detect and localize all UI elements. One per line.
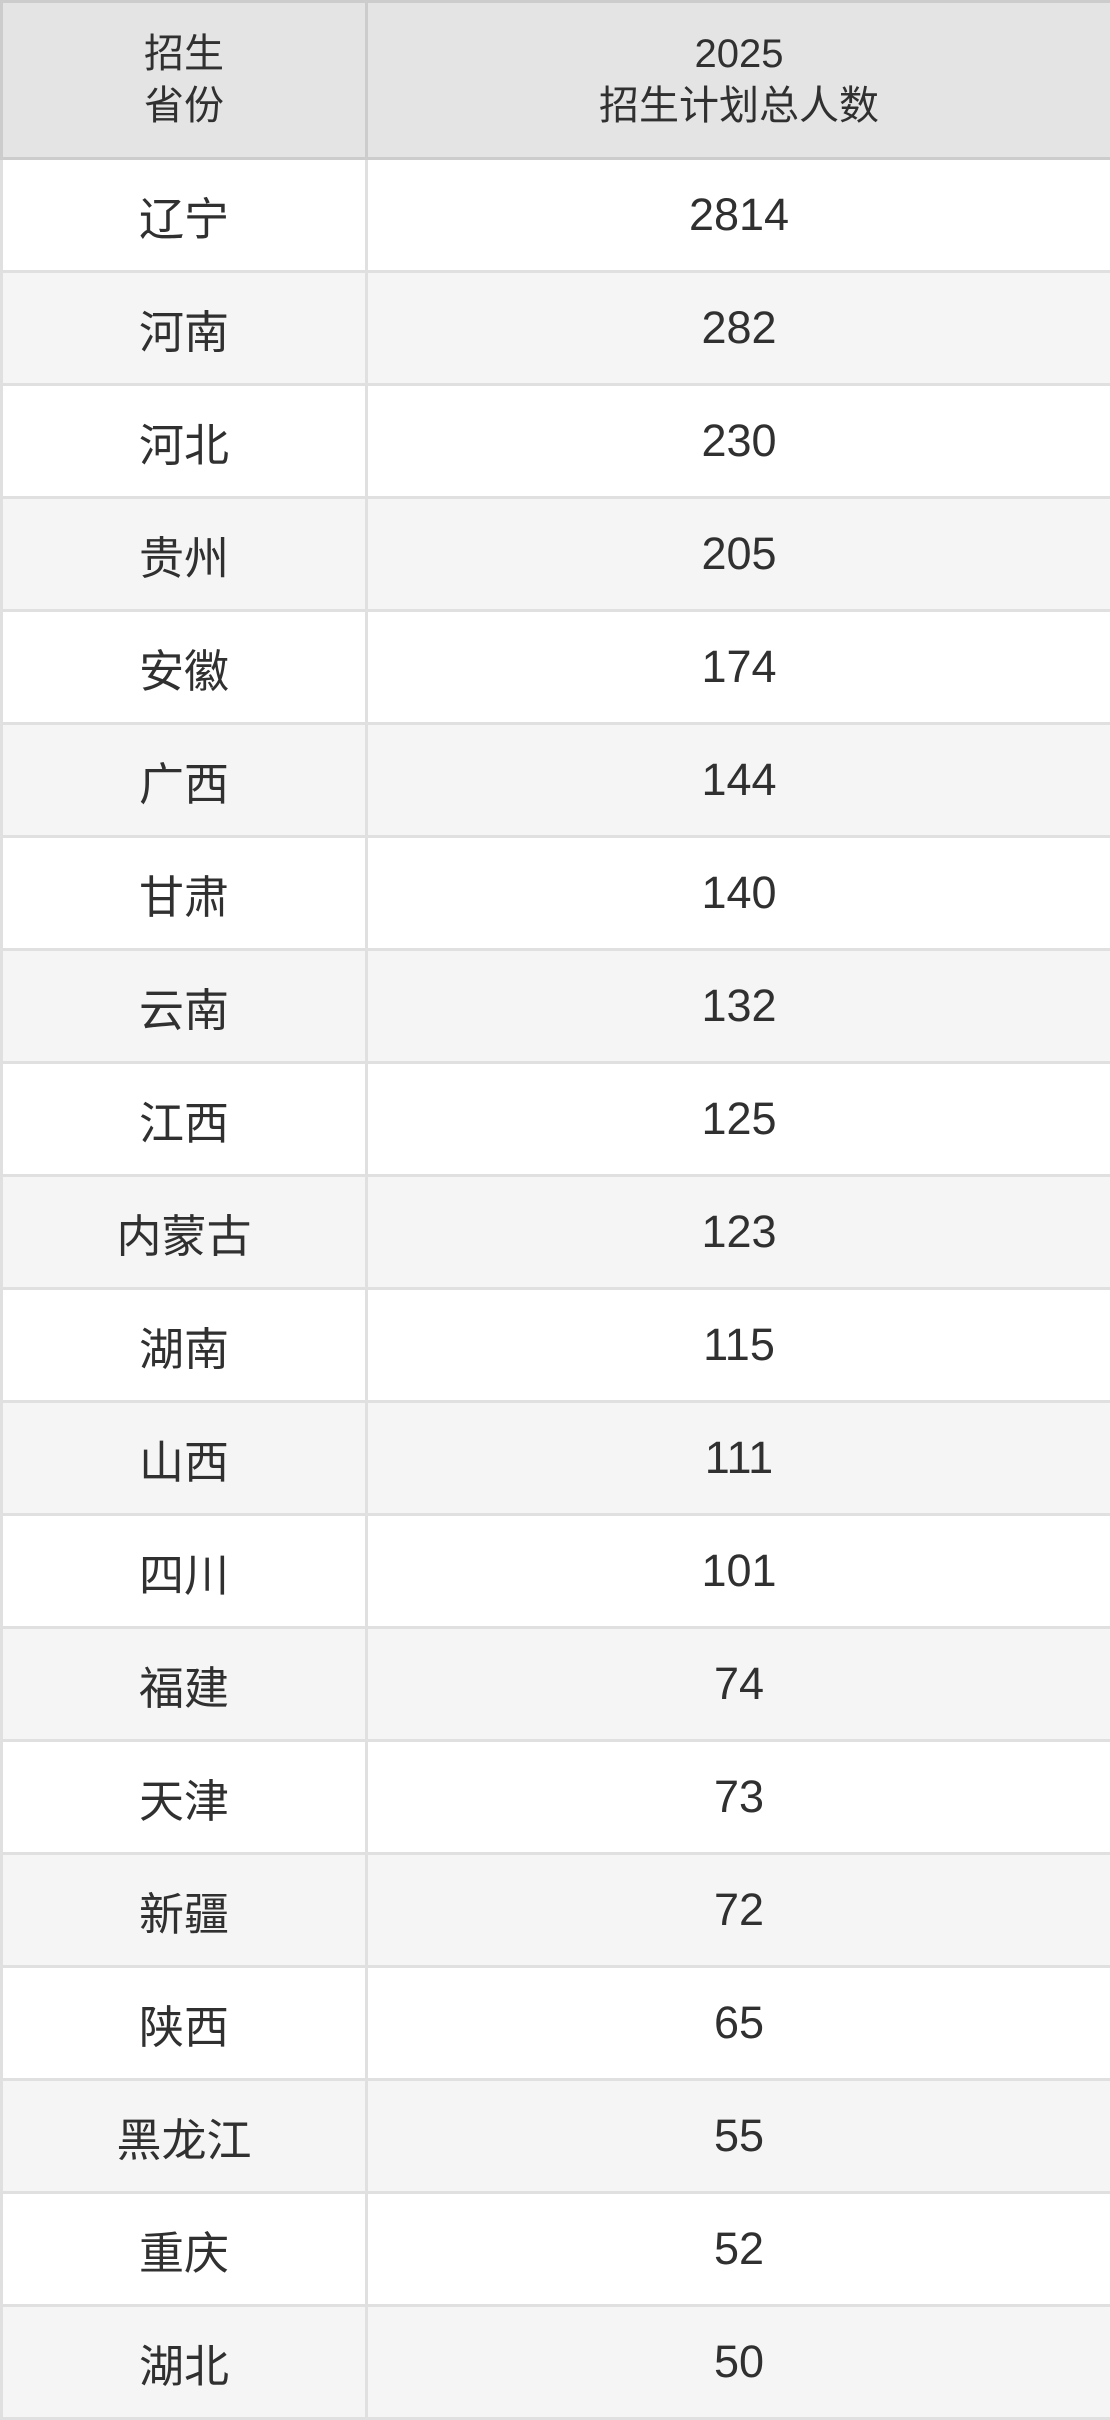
- table-row: 云南 132: [2, 950, 1110, 1063]
- count-cell: 205: [367, 498, 1110, 611]
- table-row: 河北 230: [2, 385, 1110, 498]
- province-cell: 河北: [2, 385, 367, 498]
- table-row: 山西 111: [2, 1402, 1110, 1515]
- count-cell: 282: [367, 272, 1110, 385]
- province-cell: 湖北: [2, 2306, 367, 2419]
- count-cell: 65: [367, 1967, 1110, 2080]
- table-row: 江西 125: [2, 1063, 1110, 1176]
- province-cell: 广西: [2, 724, 367, 837]
- province-cell: 贵州: [2, 498, 367, 611]
- province-cell: 辽宁: [2, 159, 367, 272]
- count-cell: 144: [367, 724, 1110, 837]
- count-cell: 74: [367, 1628, 1110, 1741]
- header-cell-total: 2025 招生计划总人数: [367, 2, 1110, 159]
- header-cell-province: 招生 省份: [2, 2, 367, 159]
- province-cell: 陕西: [2, 1967, 367, 2080]
- table-row: 贵州 205: [2, 498, 1110, 611]
- province-cell: 江西: [2, 1063, 367, 1176]
- province-cell: 安徽: [2, 611, 367, 724]
- count-cell: 55: [367, 2080, 1110, 2193]
- province-cell: 四川: [2, 1515, 367, 1628]
- province-cell: 内蒙古: [2, 1176, 367, 1289]
- table-row: 内蒙古 123: [2, 1176, 1110, 1289]
- count-cell: 123: [367, 1176, 1110, 1289]
- header-label-total: 2025 招生计划总人数: [599, 28, 879, 132]
- table-row: 广西 144: [2, 724, 1110, 837]
- count-cell: 73: [367, 1741, 1110, 1854]
- province-cell: 重庆: [2, 2193, 367, 2306]
- province-cell: 甘肃: [2, 837, 367, 950]
- province-cell: 天津: [2, 1741, 367, 1854]
- table-row: 天津 73: [2, 1741, 1110, 1854]
- province-cell: 云南: [2, 950, 367, 1063]
- count-cell: 101: [367, 1515, 1110, 1628]
- count-cell: 2814: [367, 159, 1110, 272]
- table-row: 重庆 52: [2, 2193, 1110, 2306]
- table-row: 湖南 115: [2, 1289, 1110, 1402]
- count-cell: 174: [367, 611, 1110, 724]
- header-label-province: 招生 省份: [144, 28, 224, 132]
- count-cell: 111: [367, 1402, 1110, 1515]
- province-cell: 河南: [2, 272, 367, 385]
- table-row: 四川 101: [2, 1515, 1110, 1628]
- header-row: 招生 省份 2025 招生计划总人数: [2, 2, 1110, 159]
- table-row: 湖北 50: [2, 2306, 1110, 2419]
- count-cell: 50: [367, 2306, 1110, 2419]
- province-cell: 湖南: [2, 1289, 367, 1402]
- count-cell: 140: [367, 837, 1110, 950]
- table-row: 安徽 174: [2, 611, 1110, 724]
- table-row: 陕西 65: [2, 1967, 1110, 2080]
- count-cell: 72: [367, 1854, 1110, 1967]
- province-cell: 福建: [2, 1628, 367, 1741]
- table-row: 甘肃 140: [2, 837, 1110, 950]
- table-row: 新疆 72: [2, 1854, 1110, 1967]
- table-row: 福建 74: [2, 1628, 1110, 1741]
- table-row: 辽宁 2814: [2, 159, 1110, 272]
- count-cell: 230: [367, 385, 1110, 498]
- province-cell: 新疆: [2, 1854, 367, 1967]
- province-cell: 黑龙江: [2, 2080, 367, 2193]
- table-row: 黑龙江 55: [2, 2080, 1110, 2193]
- table-row: 河南 282: [2, 272, 1110, 385]
- count-cell: 52: [367, 2193, 1110, 2306]
- count-cell: 132: [367, 950, 1110, 1063]
- province-cell: 山西: [2, 1402, 367, 1515]
- count-cell: 115: [367, 1289, 1110, 1402]
- count-cell: 125: [367, 1063, 1110, 1176]
